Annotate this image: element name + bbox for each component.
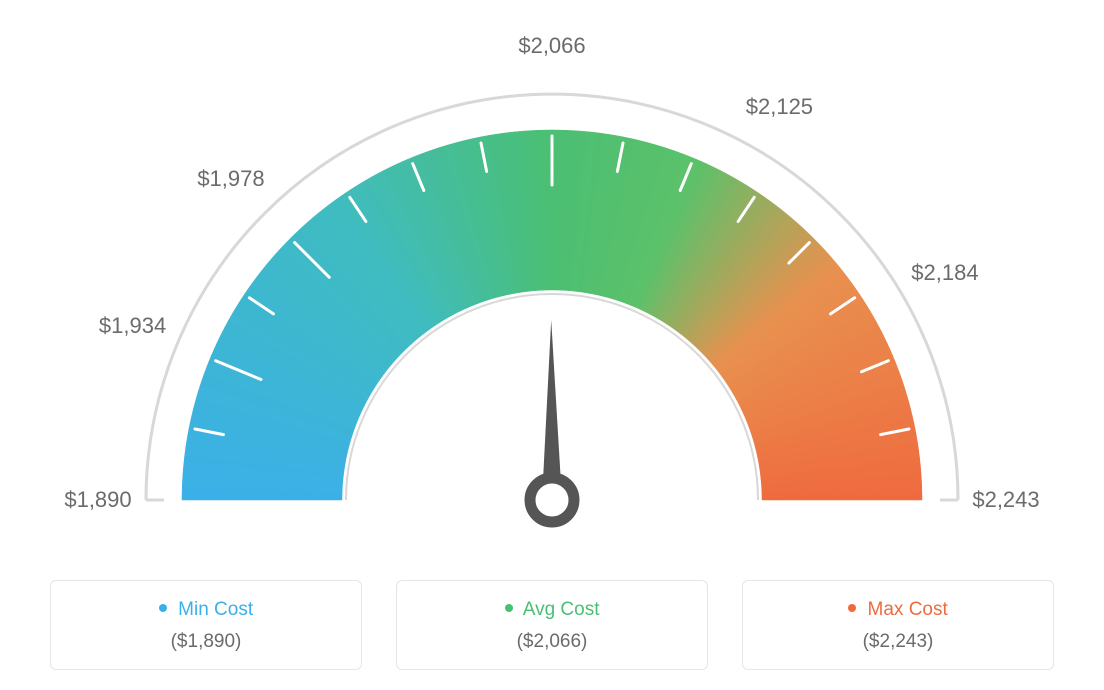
legend-title-min: Min Cost (61, 599, 351, 621)
legend-title-text: Max Cost (868, 599, 948, 620)
gauge-tick-label: $1,890 (64, 487, 131, 513)
gauge-tick-label: $2,125 (746, 94, 813, 120)
gauge-tick-label: $1,978 (197, 166, 264, 192)
legend-value-max: ($2,243) (753, 631, 1043, 653)
dot-icon (848, 604, 856, 612)
gauge-tick-label: $1,934 (99, 313, 166, 339)
gauge-tick-label: $2,184 (911, 260, 978, 286)
legend-title-text: Avg Cost (523, 599, 600, 620)
legend-value-min: ($1,890) (61, 631, 351, 653)
dot-icon (505, 604, 513, 612)
legend-title-text: Min Cost (178, 599, 253, 620)
legend-card-avg: Avg Cost ($2,066) (396, 580, 708, 670)
legend-row: Min Cost ($1,890) Avg Cost ($2,066) Max … (0, 580, 1104, 670)
gauge-chart: $1,890 $1,934 $1,978 $2,066 $2,125 $2,184 $2,2… (0, 0, 1104, 560)
legend-card-min: Min Cost ($1,890) (50, 580, 362, 670)
legend-value-avg: ($2,066) (407, 631, 697, 653)
legend-title-max: Max Cost (753, 599, 1043, 621)
legend-title-avg: Avg Cost (407, 599, 697, 621)
gauge-tick-label: $2,243 (972, 487, 1039, 513)
gauge-tick-label: $2,066 (518, 33, 585, 59)
dot-icon (159, 604, 167, 612)
legend-card-max: Max Cost ($2,243) (742, 580, 1054, 670)
